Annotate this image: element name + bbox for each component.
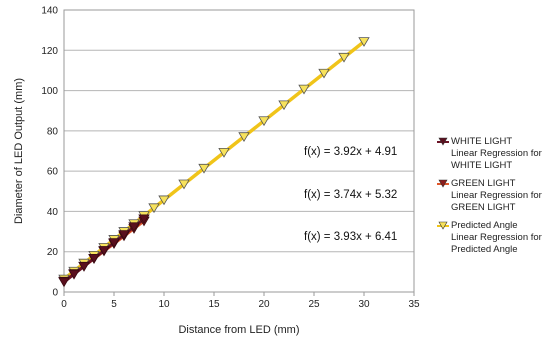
data-point <box>98 246 110 256</box>
regression-equation: f(x) = 3.93x + 6.41 <box>304 231 397 243</box>
data-point <box>218 148 230 158</box>
data-point <box>128 222 140 233</box>
data-point <box>118 230 130 240</box>
legend-marker-icon <box>437 220 451 232</box>
axes <box>63 9 415 293</box>
data-point <box>58 277 70 288</box>
grid-lines <box>64 9 414 293</box>
legend-entry: WHITE LIGHT <box>437 136 555 148</box>
y-tick-label: 60 <box>47 167 59 178</box>
regression-equation: f(x) = 3.92x + 4.91 <box>304 146 397 158</box>
x-tick-label: 30 <box>358 299 370 310</box>
x-axis-title: Distance from LED (mm) <box>178 324 299 336</box>
regression-lines <box>62 40 366 284</box>
plot-area-border <box>63 9 415 293</box>
data-point <box>358 37 370 47</box>
legend: WHITE LIGHT Linear Regression for WHITE L… <box>437 136 555 262</box>
data-point <box>258 116 270 127</box>
data-point <box>78 262 90 272</box>
regression-equations: f(x) = 3.92x + 4.91 f(x) = 3.74x + 5.32 f(… <box>304 146 397 243</box>
data-point <box>238 132 250 142</box>
data-point <box>88 253 100 264</box>
x-tick-label: 35 <box>408 299 420 310</box>
y-tick-label: 120 <box>41 46 58 57</box>
y-tick-label: 0 <box>52 288 58 299</box>
data-point <box>68 269 80 280</box>
legend-label: WHITE LIGHT <box>451 136 513 147</box>
data-point <box>148 203 160 214</box>
legend-regression-label: Linear Regression for Predicted Angle <box>451 232 542 255</box>
y-tick-label: 40 <box>47 207 59 218</box>
y-tick-labels: 0 20 40 60 80 100 120 140 <box>41 6 58 299</box>
data-point <box>278 100 290 111</box>
data-point <box>338 52 350 63</box>
data-point <box>198 163 210 174</box>
data-point <box>178 179 190 190</box>
data-point <box>138 214 150 225</box>
y-tick-label: 140 <box>41 6 58 17</box>
x-tick-labels: 0 5 10 15 20 25 30 35 <box>61 292 420 310</box>
data-point <box>158 195 170 206</box>
legend-regression-label: Linear Regression for GREEN LIGHT <box>451 190 542 213</box>
y-tick-label: 80 <box>47 126 59 137</box>
legend-marker-icon <box>437 178 451 190</box>
y-tick-label: 100 <box>41 86 58 97</box>
legend-label: GREEN LIGHT <box>451 178 516 189</box>
x-tick-label: 15 <box>208 299 220 310</box>
y-axis-title: Diameter of LED Output (mm) <box>13 78 25 224</box>
x-tick-label: 25 <box>308 299 320 310</box>
data-point <box>298 84 310 95</box>
legend-label: Predicted Angle <box>451 220 518 231</box>
x-tick-label: 0 <box>61 299 67 310</box>
legend-entry: Predicted Angle <box>437 220 555 232</box>
legend-regression-label: Linear Regression for WHITE LIGHT <box>451 148 542 171</box>
data-points <box>58 37 370 288</box>
x-tick-label: 10 <box>158 299 170 310</box>
data-point <box>318 68 330 79</box>
x-tick-label: 5 <box>111 299 117 310</box>
data-point <box>108 238 120 248</box>
regression-equation: f(x) = 3.74x + 5.32 <box>304 189 397 201</box>
x-tick-label: 20 <box>258 299 270 310</box>
legend-entry: GREEN LIGHT <box>437 178 555 190</box>
legend-marker-icon <box>437 136 451 148</box>
y-tick-label: 20 <box>47 247 59 258</box>
